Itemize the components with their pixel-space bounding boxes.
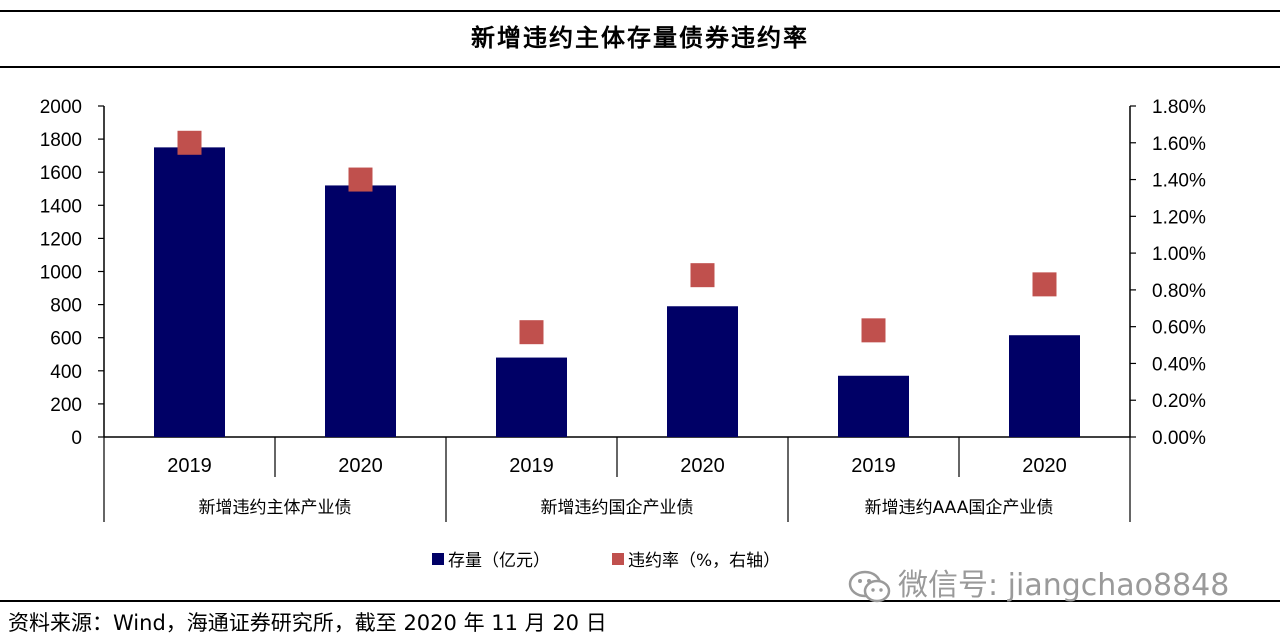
source-note: 资料来源：Wind，海通证券研究所，截至 2020 年 11 月 20 日 bbox=[8, 611, 607, 635]
left-tick-label: 400 bbox=[50, 362, 82, 383]
legend-label-bar: 存量（亿元） bbox=[448, 551, 550, 571]
right-tick-label: 0.40% bbox=[1152, 354, 1206, 375]
group-label: 新增违约主体产业债 bbox=[199, 498, 352, 518]
right-tick-label: 0.20% bbox=[1152, 391, 1206, 412]
bar-5 bbox=[838, 375, 909, 437]
marker-6 bbox=[1032, 272, 1057, 297]
chart-canvas: 0 200 400 600 800 1000 1200 1400 1600 1800 2000 0.0… bbox=[40, 97, 1206, 571]
marker-5 bbox=[861, 318, 886, 343]
right-tick-label: 0.00% bbox=[1152, 428, 1206, 449]
left-tick-label: 1200 bbox=[40, 229, 82, 250]
left-tick-label: 1600 bbox=[40, 163, 82, 184]
category-label: 2019 bbox=[167, 455, 212, 477]
legend-swatch-bar bbox=[432, 553, 444, 565]
watermark-text: 微信号: jiangchao8848 bbox=[898, 568, 1230, 603]
chart-title: 新增违约主体存量债券违约率 bbox=[471, 24, 809, 52]
bar-3 bbox=[496, 357, 567, 437]
wechat-icon bbox=[848, 570, 891, 602]
left-tick-label: 1800 bbox=[40, 130, 82, 151]
category-label: 2020 bbox=[338, 455, 383, 477]
legend-label-marker: 违约率（%，右轴） bbox=[628, 551, 780, 571]
marker-2 bbox=[348, 167, 373, 192]
left-tick-label: 800 bbox=[50, 296, 82, 317]
group-label: 新增违约国企产业债 bbox=[541, 498, 694, 518]
top-rule bbox=[0, 10, 1280, 12]
bar-4 bbox=[667, 306, 738, 437]
category-label: 2020 bbox=[680, 455, 725, 477]
right-tick-label: 1.20% bbox=[1152, 207, 1206, 228]
source-rule bbox=[0, 600, 1280, 602]
bar-6 bbox=[1009, 335, 1080, 437]
watermark: 微信号: jiangchao8848 bbox=[848, 560, 1229, 604]
marker-3 bbox=[519, 320, 544, 345]
right-tick-label: 0.60% bbox=[1152, 318, 1206, 339]
right-tick-label: 1.40% bbox=[1152, 171, 1206, 192]
left-tick-label: 0 bbox=[71, 428, 82, 449]
marker-4 bbox=[690, 263, 715, 288]
right-tick-label: 1.80% bbox=[1152, 97, 1206, 118]
category-label: 2020 bbox=[1022, 455, 1067, 477]
bar-2 bbox=[325, 185, 396, 437]
group-label: 新增违约AAA国企产业债 bbox=[865, 498, 1054, 518]
legend-swatch-marker bbox=[612, 553, 624, 565]
category-label: 2019 bbox=[851, 455, 896, 477]
right-tick-label: 1.60% bbox=[1152, 134, 1206, 155]
left-tick-label: 2000 bbox=[40, 97, 82, 118]
right-tick-label: 0.80% bbox=[1152, 281, 1206, 302]
left-tick-label: 1000 bbox=[40, 263, 82, 284]
right-tick-label: 1.00% bbox=[1152, 244, 1206, 265]
left-tick-label: 600 bbox=[50, 329, 82, 350]
left-tick-label: 1400 bbox=[40, 196, 82, 217]
category-label: 2019 bbox=[509, 455, 554, 477]
title-rule bbox=[0, 66, 1280, 68]
bar-1 bbox=[154, 147, 225, 437]
marker-1 bbox=[177, 130, 202, 155]
left-tick-label: 200 bbox=[50, 395, 82, 416]
